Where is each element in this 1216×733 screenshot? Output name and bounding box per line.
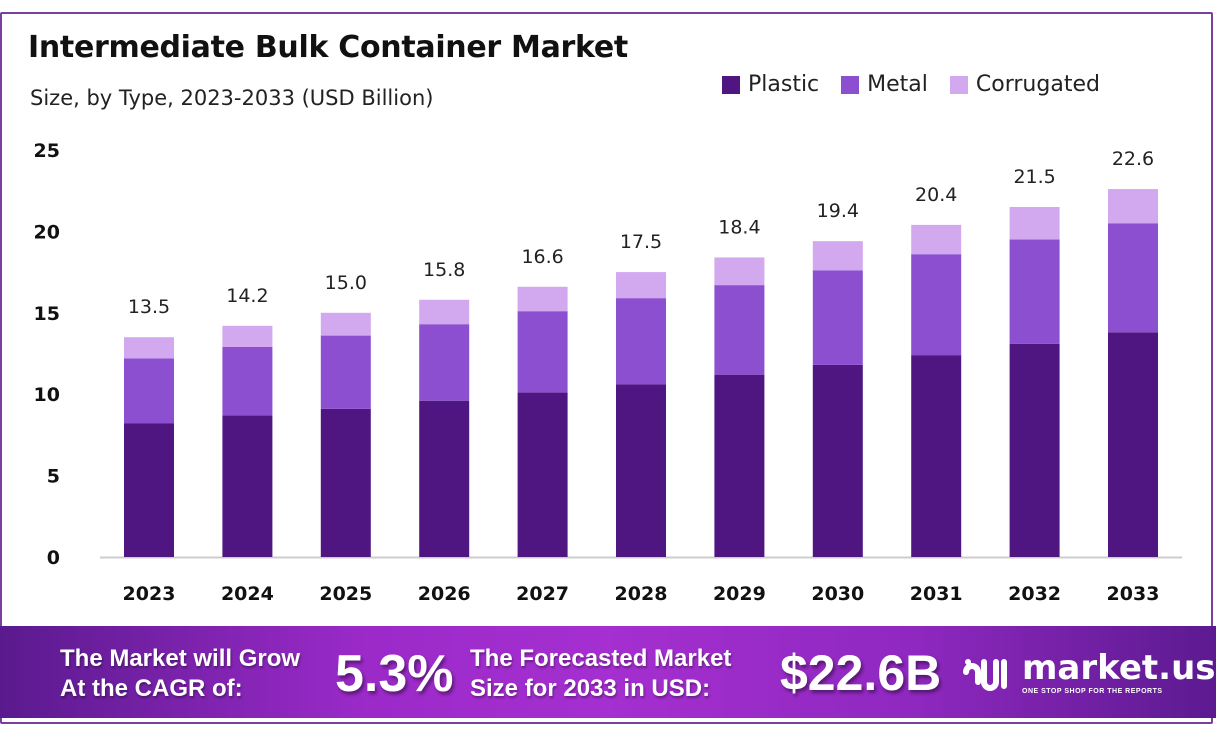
y-tick-label: 15 — [34, 303, 60, 325]
bar-segment-metal — [1108, 223, 1158, 333]
x-tick-label: 2026 — [418, 583, 471, 605]
x-tick-label: 2023 — [123, 583, 176, 605]
market-us-logo: market.us ONE STOP SHOP FOR THE REPORTS — [962, 648, 1216, 695]
bar-segment-plastic — [911, 355, 962, 557]
total-label: 14.2 — [226, 285, 268, 307]
legend-swatch — [841, 75, 860, 94]
frame-border — [0, 12, 1213, 724]
bar-segment-corrugated — [1009, 206, 1060, 240]
bar-segment-metal — [222, 346, 273, 416]
x-tick-label: 2027 — [516, 583, 569, 605]
total-label: 18.4 — [718, 216, 760, 238]
bar-segment-plastic — [714, 374, 765, 557]
bar-segment-metal — [320, 335, 371, 409]
bar-segment-plastic — [124, 423, 174, 557]
bar-segment-corrugated — [517, 286, 568, 312]
bar-segment-corrugated — [124, 337, 174, 359]
bar-segment-corrugated — [911, 224, 962, 255]
y-tick-label: 25 — [34, 140, 60, 162]
cagr-label-line2: At the CAGR of: — [60, 675, 243, 702]
bar-segment-plastic — [1108, 332, 1158, 557]
total-label: 20.4 — [915, 184, 957, 206]
bar-segment-corrugated — [812, 241, 863, 271]
cagr-label: The Market will Grow At the CAGR of: — [60, 644, 300, 704]
bar-segment-corrugated — [714, 257, 765, 286]
total-label: 19.4 — [817, 200, 859, 222]
legend-label: Corrugated — [975, 72, 1100, 97]
bar-segment-metal — [1009, 239, 1060, 344]
x-tick-label: 2029 — [713, 583, 766, 605]
x-tick-label: 2024 — [221, 583, 274, 605]
bar-segment-plastic — [517, 392, 568, 557]
total-label: 13.5 — [128, 296, 170, 318]
bar-segment-metal — [616, 298, 666, 385]
y-tick-label: 10 — [34, 384, 60, 406]
legend: Plastic Metal Corrugated — [722, 72, 1100, 97]
x-tick-label: 2031 — [910, 583, 963, 605]
bar-segment-metal — [419, 324, 470, 401]
logo-tagline: ONE STOP SHOP FOR THE REPORTS — [1022, 688, 1163, 695]
bar-segment-plastic — [419, 400, 470, 557]
x-tick-label: 2030 — [811, 583, 864, 605]
forecast-value: $22.6B — [780, 645, 942, 701]
y-tick-label: 0 — [47, 547, 60, 569]
bar-segment-plastic — [320, 408, 371, 557]
bar-segment-plastic — [222, 415, 273, 557]
x-tick-label: 2025 — [319, 583, 372, 605]
chart-title: Intermediate Bulk Container Market — [28, 30, 628, 65]
bar-segment-metal — [124, 358, 174, 424]
legend-label: Metal — [867, 72, 928, 97]
bar-segment-corrugated — [222, 325, 273, 347]
bar-segment-plastic — [1009, 343, 1060, 557]
legend-item-metal: Metal — [841, 72, 928, 97]
stacked-bar-chart: 051015202513.5202314.2202415.0202515.820… — [34, 140, 1182, 605]
y-tick-label: 5 — [47, 466, 60, 488]
total-label: 22.6 — [1112, 148, 1154, 170]
cagr-label-line1: The Market will Grow — [60, 645, 301, 672]
bar-segment-plastic — [616, 384, 666, 557]
logo-name: market.us — [1022, 648, 1216, 688]
legend-item-corrugated: Corrugated — [949, 72, 1100, 97]
total-label: 16.6 — [521, 246, 563, 268]
total-label: 21.5 — [1013, 166, 1055, 188]
forecast-label-line1: The Forecasted Market — [470, 645, 732, 672]
x-tick-label: 2033 — [1107, 583, 1160, 605]
bar-segment-metal — [911, 254, 962, 356]
legend-item-plastic: Plastic — [722, 72, 819, 97]
legend-label: Plastic — [748, 72, 820, 97]
footer-banner: The Market will Grow At the CAGR of: 5.3… — [0, 626, 1216, 718]
bar-segment-corrugated — [320, 312, 371, 336]
total-label: 15.8 — [423, 259, 465, 281]
bar-segment-corrugated — [419, 299, 470, 325]
legend-swatch — [949, 75, 968, 94]
y-tick-label: 20 — [34, 221, 60, 243]
bar-segment-plastic — [812, 364, 863, 557]
total-label: 17.5 — [620, 231, 662, 253]
forecast-label-line2: Size for 2033 in USD: — [470, 675, 711, 702]
forecast-label: The Forecasted Market Size for 2033 in U… — [470, 644, 731, 704]
bar-segment-metal — [517, 311, 568, 393]
bar-segment-corrugated — [1108, 189, 1158, 224]
legend-swatch — [722, 75, 740, 94]
x-tick-label: 2028 — [615, 583, 668, 605]
bar-segment-corrugated — [616, 272, 666, 299]
logo-mark-icon — [963, 658, 1007, 691]
chart-subtitle: Size, by Type, 2023-2033 (USD Billion) — [30, 86, 434, 110]
bar-segment-metal — [714, 285, 765, 375]
x-tick-label: 2032 — [1008, 583, 1061, 605]
bar-segment-metal — [812, 270, 863, 365]
total-label: 15.0 — [325, 272, 367, 294]
cagr-value: 5.3% — [335, 645, 454, 703]
